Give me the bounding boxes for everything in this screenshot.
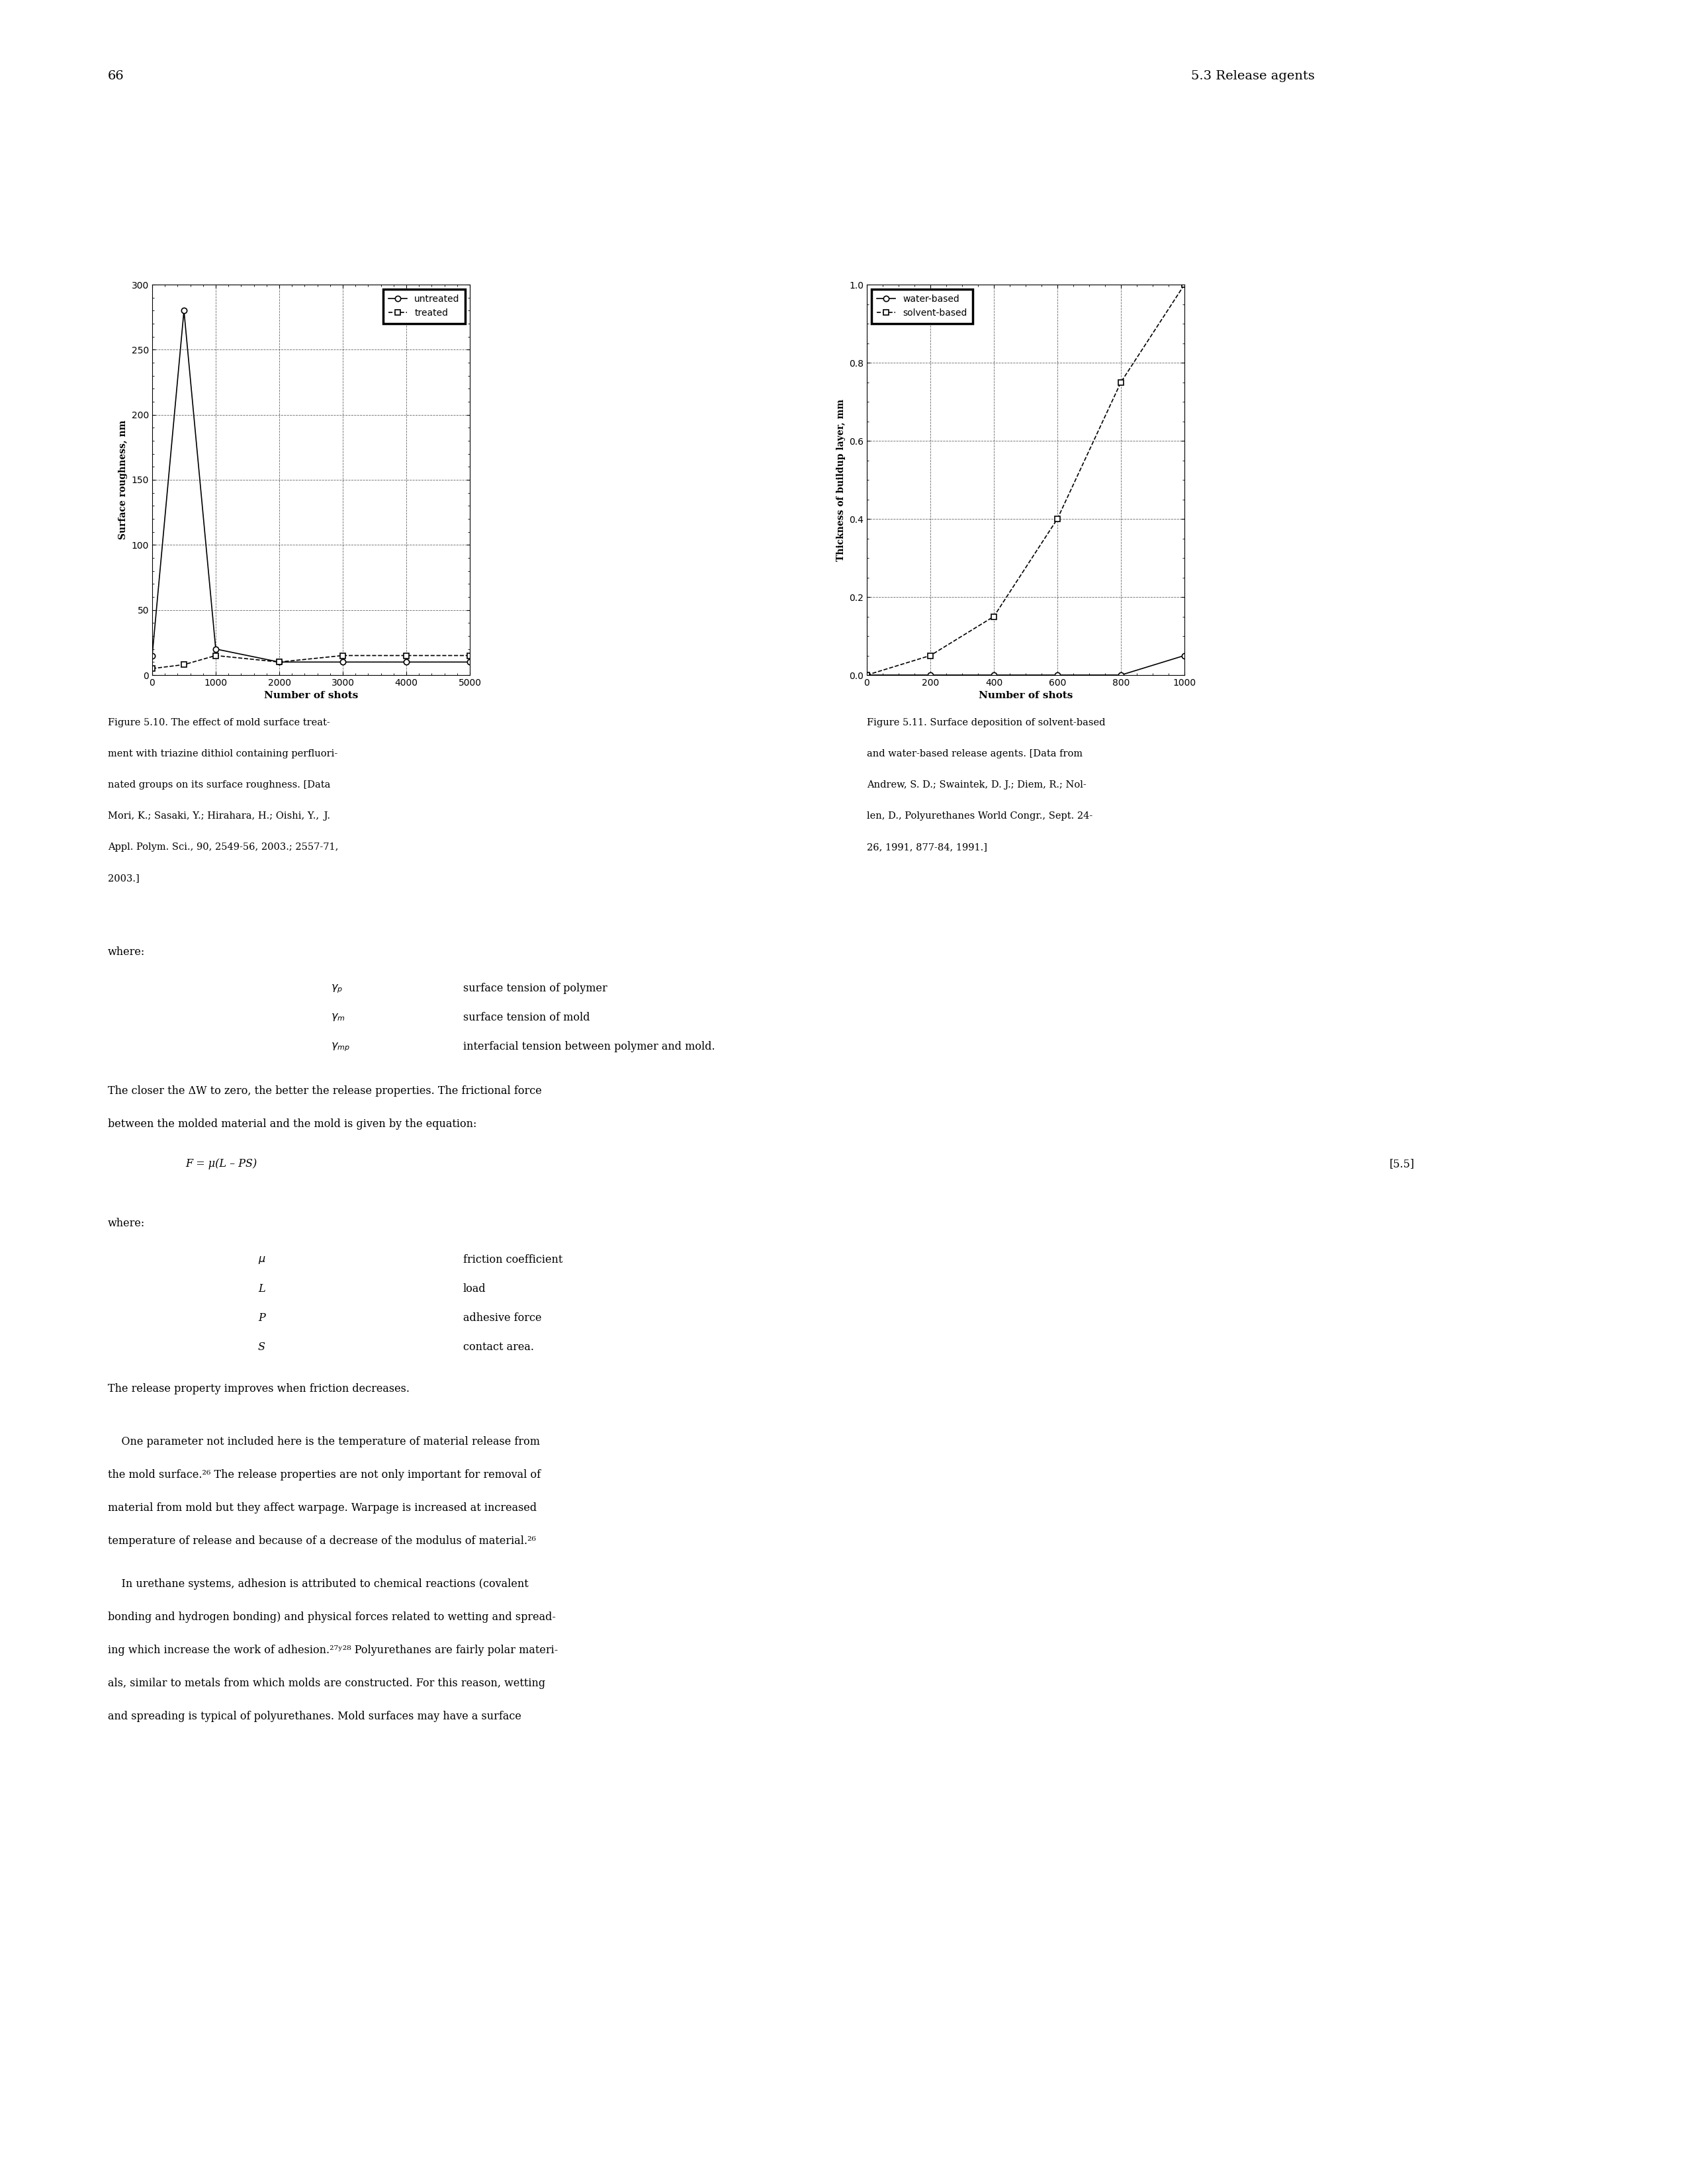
Text: ment with triazine dithiol containing perfluori-: ment with triazine dithiol containing pe… bbox=[108, 749, 338, 758]
Text: temperature of release and because of a decrease of the modulus of material.²⁶: temperature of release and because of a … bbox=[108, 1535, 537, 1546]
Text: $\mathit{\mu}$: $\mathit{\mu}$ bbox=[258, 1254, 265, 1265]
Text: surface tension of polymer: surface tension of polymer bbox=[463, 983, 608, 994]
Text: friction coefficient: friction coefficient bbox=[463, 1254, 562, 1265]
Text: len, D., Polyurethanes World Congr., Sept. 24-: len, D., Polyurethanes World Congr., Sep… bbox=[868, 812, 1092, 821]
Text: 2003.]: 2003.] bbox=[108, 874, 140, 882]
solvent-based bbox=[920, 642, 940, 668]
Text: In urethane systems, adhesion is attributed to chemical reactions (covalent: In urethane systems, adhesion is attribu… bbox=[108, 1579, 528, 1590]
solvent-based bbox=[1175, 271, 1195, 297]
untreated bbox=[174, 297, 194, 323]
Line: water-based: water-based bbox=[864, 653, 1187, 677]
Text: One parameter not included here is the temperature of material release from: One parameter not included here is the t… bbox=[108, 1437, 540, 1448]
treated bbox=[268, 649, 289, 675]
untreated bbox=[459, 649, 479, 675]
untreated bbox=[268, 649, 289, 675]
untreated bbox=[206, 636, 226, 662]
Text: 66: 66 bbox=[108, 70, 125, 83]
Y-axis label: Thickness of buildup layer, mm: Thickness of buildup layer, mm bbox=[836, 400, 846, 561]
Text: adhesive force: adhesive force bbox=[463, 1313, 542, 1324]
Text: $\mathit{\gamma}_{mp}$: $\mathit{\gamma}_{mp}$ bbox=[331, 1042, 349, 1053]
Text: $\mathit{\gamma}_m$: $\mathit{\gamma}_m$ bbox=[331, 1011, 344, 1022]
Text: L: L bbox=[258, 1284, 265, 1295]
Text: nated groups on its surface roughness. [Data: nated groups on its surface roughness. [… bbox=[108, 780, 331, 791]
Text: 26, 1991, 877-84, 1991.]: 26, 1991, 877-84, 1991.] bbox=[868, 843, 987, 852]
Text: $\mathit{\gamma}_p$: $\mathit{\gamma}_p$ bbox=[331, 983, 343, 994]
X-axis label: Number of shots: Number of shots bbox=[263, 690, 358, 701]
Text: where:: where: bbox=[108, 1219, 145, 1230]
water-based bbox=[984, 662, 1004, 688]
Text: and spreading is typical of polyurethanes. Mold surfaces may have a surface: and spreading is typical of polyurethane… bbox=[108, 1710, 522, 1721]
X-axis label: Number of shots: Number of shots bbox=[979, 690, 1074, 701]
Text: F = μ(L – PS): F = μ(L – PS) bbox=[186, 1158, 257, 1168]
Text: Appl. Polym. Sci., 90, 2549-56, 2003.; 2557-71,: Appl. Polym. Sci., 90, 2549-56, 2003.; 2… bbox=[108, 843, 338, 852]
untreated bbox=[333, 649, 353, 675]
treated bbox=[142, 655, 162, 681]
Text: P: P bbox=[258, 1313, 265, 1324]
water-based bbox=[920, 662, 940, 688]
Text: Figure 5.11. Surface deposition of solvent-based: Figure 5.11. Surface deposition of solve… bbox=[868, 719, 1106, 727]
treated bbox=[206, 642, 226, 668]
Text: als, similar to metals from which molds are constructed. For this reason, wettin: als, similar to metals from which molds … bbox=[108, 1677, 545, 1688]
Text: contact area.: contact area. bbox=[463, 1341, 533, 1352]
Text: the mold surface.²⁶ The release properties are not only important for removal of: the mold surface.²⁶ The release properti… bbox=[108, 1470, 540, 1481]
Text: surface tension of mold: surface tension of mold bbox=[463, 1011, 589, 1022]
water-based bbox=[1175, 642, 1195, 668]
Legend: untreated, treated: untreated, treated bbox=[383, 288, 466, 323]
treated bbox=[397, 642, 417, 668]
untreated bbox=[142, 642, 162, 668]
Line: solvent-based: solvent-based bbox=[864, 282, 1187, 677]
water-based bbox=[1047, 662, 1067, 688]
solvent-based bbox=[1111, 369, 1131, 395]
solvent-based bbox=[858, 662, 878, 688]
Legend: water-based, solvent-based: water-based, solvent-based bbox=[871, 288, 972, 323]
Text: [5.5]: [5.5] bbox=[1389, 1158, 1415, 1168]
solvent-based bbox=[1047, 507, 1067, 533]
Text: The closer the ΔW to zero, the better the release properties. The frictional for: The closer the ΔW to zero, the better th… bbox=[108, 1085, 542, 1096]
Text: Andrew, S. D.; Swaintek, D. J.; Diem, R.; Nol-: Andrew, S. D.; Swaintek, D. J.; Diem, R.… bbox=[868, 780, 1087, 791]
untreated bbox=[397, 649, 417, 675]
Text: between the molded material and the mold is given by the equation:: between the molded material and the mold… bbox=[108, 1118, 476, 1129]
Text: The release property improves when friction decreases.: The release property improves when frict… bbox=[108, 1382, 410, 1393]
solvent-based bbox=[984, 603, 1004, 629]
Text: bonding and hydrogen bonding) and physical forces related to wetting and spread-: bonding and hydrogen bonding) and physic… bbox=[108, 1612, 555, 1623]
Text: interfacial tension between polymer and mold.: interfacial tension between polymer and … bbox=[463, 1042, 716, 1053]
Text: S: S bbox=[258, 1341, 265, 1352]
Text: material from mold but they affect warpage. Warpage is increased at increased: material from mold but they affect warpa… bbox=[108, 1503, 537, 1514]
Text: Figure 5.10. The effect of mold surface treat-: Figure 5.10. The effect of mold surface … bbox=[108, 719, 331, 727]
Line: treated: treated bbox=[150, 653, 473, 670]
Line: untreated: untreated bbox=[150, 308, 473, 664]
Text: load: load bbox=[463, 1284, 486, 1295]
treated bbox=[333, 642, 353, 668]
Text: ing which increase the work of adhesion.²⁷ʸ²⁸ Polyurethanes are fairly polar mat: ing which increase the work of adhesion.… bbox=[108, 1645, 559, 1655]
Text: Mori, K.; Sasaki, Y.; Hirahara, H.; Oishi, Y.,  J.: Mori, K.; Sasaki, Y.; Hirahara, H.; Oish… bbox=[108, 812, 331, 821]
Text: and water-based release agents. [Data from: and water-based release agents. [Data fr… bbox=[868, 749, 1082, 758]
water-based bbox=[1111, 662, 1131, 688]
Y-axis label: Surface roughness, nm: Surface roughness, nm bbox=[118, 419, 128, 539]
treated bbox=[459, 642, 479, 668]
water-based bbox=[858, 662, 878, 688]
treated bbox=[174, 651, 194, 677]
Text: where:: where: bbox=[108, 946, 145, 957]
Text: 5.3 Release agents: 5.3 Release agents bbox=[1192, 70, 1315, 83]
